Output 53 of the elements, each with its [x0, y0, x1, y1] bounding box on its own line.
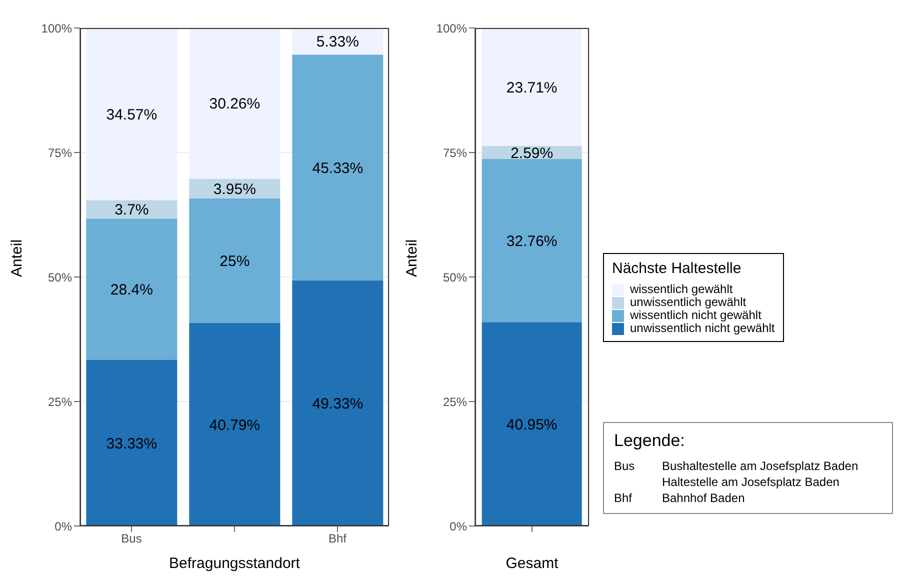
bar	[482, 158, 582, 322]
data-label: 40.95%	[506, 416, 558, 434]
bar	[189, 198, 280, 323]
legend-label: unwissentlich gewählt	[629, 295, 748, 309]
bar	[482, 28, 582, 146]
y-tick-label: 100%	[41, 21, 72, 36]
y-tick-label: 25%	[442, 394, 468, 409]
category-label: Bhf	[614, 491, 634, 505]
data-label: 3.95%	[213, 180, 256, 198]
bar	[482, 322, 582, 526]
bar	[86, 360, 178, 526]
y-tick-label: 75%	[442, 146, 468, 160]
data-label: 32.76%	[506, 232, 558, 250]
bar	[189, 322, 280, 526]
legend-label: unwissentlich nicht gewählt	[629, 321, 775, 335]
bar	[292, 54, 384, 280]
text: Haltestelle am Josefsplatz Baden	[662, 475, 840, 489]
legend-label: wissentlich nicht gewählt	[629, 308, 762, 322]
data-label: 49.33%	[312, 395, 364, 412]
data-label: 40.79%	[209, 416, 260, 434]
data-label: 34.57%	[106, 106, 158, 124]
data-label: 45.33%	[312, 160, 364, 177]
legend-label: wissentlich gewählt	[629, 282, 734, 296]
text: Bahnhof Baden	[662, 491, 746, 505]
data-label: 5.33%	[316, 34, 359, 51]
data-label: 25%	[220, 252, 250, 270]
y-tick-label: 75%	[48, 146, 72, 160]
data-label: 28.4%	[110, 282, 153, 299]
y-tick-label: 100%	[436, 21, 468, 36]
bar	[86, 200, 178, 219]
category-label: Bus	[614, 459, 636, 473]
text: Legende:	[614, 431, 686, 451]
x-axis-title: Befragungsstandort	[169, 555, 301, 572]
y-tick-label: 0%	[54, 519, 72, 534]
bar	[86, 218, 178, 360]
text: Bushaltestelle am Josefsplatz Baden	[662, 459, 860, 473]
bar	[292, 280, 384, 526]
y-tick-label: 50%	[48, 270, 72, 284]
y-axis-title: Anteil	[8, 239, 26, 277]
bar	[189, 178, 280, 198]
data-label: 2.59%	[510, 144, 554, 162]
y-tick-label: 25%	[48, 394, 72, 409]
data-label: 23.71%	[506, 79, 558, 96]
data-label: 3.7%	[114, 202, 149, 219]
y-tick-label: 0%	[450, 519, 468, 534]
y-axis-title: Anteil	[403, 239, 420, 277]
legend-title: Nächste Haltestelle	[612, 260, 742, 277]
bar	[86, 28, 178, 200]
bar	[189, 28, 280, 179]
x-axis-title: Gesamt	[506, 555, 560, 572]
data-label: 33.33%	[106, 435, 158, 452]
data-label: 30.26%	[209, 96, 260, 113]
y-tick-label: 50%	[442, 270, 468, 284]
